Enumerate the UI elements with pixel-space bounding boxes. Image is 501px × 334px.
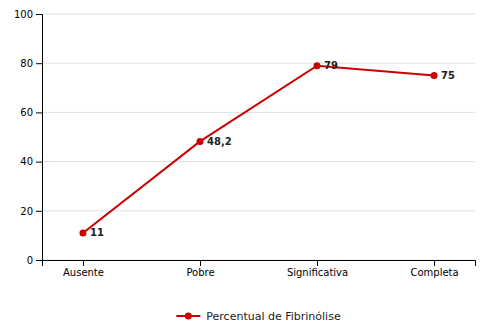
y-tick: 20 — [20, 206, 42, 217]
x-tick-label: Pobre — [186, 267, 214, 278]
y-tick-label: 0 — [27, 255, 33, 266]
x-tick-mark — [83, 260, 84, 266]
chart-svg: 0 20 40 60 80 100 Ausente Pobre Significativa Com… — [0, 0, 501, 334]
x-tick-label: Significativa — [287, 267, 348, 278]
y-tick-mark — [36, 112, 42, 113]
plot-area — [79, 62, 437, 236]
y-tick: 40 — [20, 156, 42, 167]
y-tick: 80 — [20, 58, 42, 69]
data-label: 79 — [324, 60, 338, 71]
x-tick-mark — [200, 260, 201, 266]
x-axis: Ausente Pobre Significativa Completa — [43, 260, 476, 278]
y-axis: 0 20 40 60 80 100 — [14, 9, 43, 266]
y-tick: 100 — [14, 9, 42, 20]
data-point — [431, 72, 438, 79]
data-label: 48,2 — [207, 136, 232, 147]
grid — [42, 14, 475, 260]
y-tick-label: 100 — [14, 9, 33, 20]
x-tick: Ausente — [63, 260, 104, 278]
series-markers — [79, 62, 437, 236]
x-tick: Completa — [410, 260, 458, 278]
x-tick-label: Ausente — [63, 267, 104, 278]
plot-root: 0 20 40 60 80 100 Ausente Pobre Significativa Com… — [14, 9, 476, 278]
y-tick-label: 60 — [20, 107, 33, 118]
grid-line — [42, 210, 475, 211]
grid-line — [42, 14, 475, 15]
x-tick: Significativa — [287, 260, 348, 278]
x-tick-mark — [434, 260, 435, 266]
grid-line — [42, 161, 475, 162]
series-line — [83, 66, 434, 233]
data-point — [79, 229, 86, 236]
data-point — [196, 138, 203, 145]
y-axis-line — [36, 15, 43, 261]
y-tick-mark — [36, 63, 42, 64]
y-tick: 60 — [20, 107, 42, 118]
legend: Percentual de Fibrinólise — [176, 310, 341, 323]
y-tick-mark — [36, 14, 42, 15]
y-tick-label: 20 — [20, 206, 33, 217]
chart-container: 0 20 40 60 80 100 Ausente Pobre Significativa Com… — [0, 0, 501, 334]
y-tick: 0 — [27, 255, 42, 266]
data-label: 11 — [90, 227, 104, 238]
legend-label: Percentual de Fibrinólise — [206, 310, 341, 323]
data-point — [314, 62, 321, 69]
x-axis-line — [43, 261, 476, 267]
y-tick-label: 40 — [20, 156, 33, 167]
y-tick-mark — [36, 260, 42, 261]
x-tick-mark — [317, 260, 318, 266]
grid-line — [42, 112, 475, 113]
data-label: 75 — [441, 70, 455, 81]
legend-item: Percentual de Fibrinólise — [176, 310, 341, 323]
y-tick-mark — [36, 211, 42, 212]
y-tick-mark — [36, 162, 42, 163]
x-tick: Pobre — [186, 260, 214, 278]
data-labels: 11 48,2 79 75 — [90, 60, 455, 238]
x-tick-label: Completa — [410, 267, 458, 278]
legend-swatch-marker — [185, 313, 192, 320]
y-tick-label: 80 — [20, 58, 33, 69]
grid-line — [42, 63, 475, 64]
